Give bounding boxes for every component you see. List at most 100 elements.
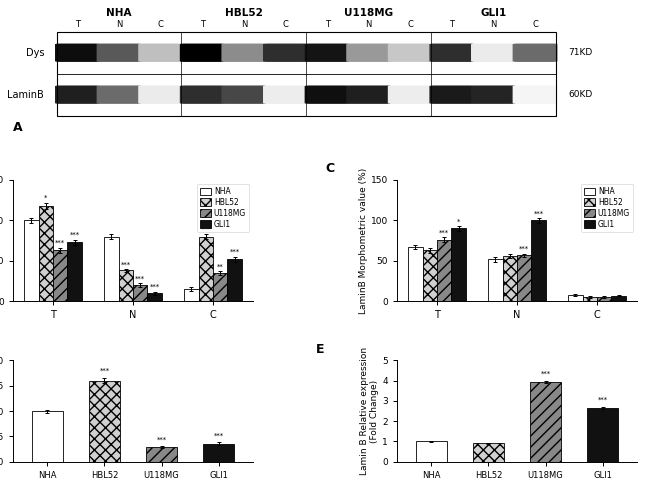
Text: ***: *** [55, 240, 65, 246]
FancyBboxPatch shape [55, 85, 100, 104]
Text: T: T [75, 20, 80, 29]
Text: **: ** [217, 264, 224, 270]
Bar [587, 408, 618, 462]
FancyBboxPatch shape [55, 44, 100, 62]
Text: C: C [283, 20, 289, 29]
Y-axis label: Lamin B Relative expression
(Fold Change): Lamin B Relative expression (Fold Change… [360, 347, 380, 475]
Text: 60KD: 60KD [568, 90, 593, 99]
Text: N: N [490, 20, 497, 29]
Text: ***: *** [150, 284, 160, 290]
Text: ***: *** [157, 436, 166, 442]
Bar [146, 447, 177, 462]
Text: E: E [315, 343, 324, 356]
Text: ***: *** [214, 432, 224, 438]
Text: N: N [365, 20, 372, 29]
Bar [203, 444, 235, 462]
Legend: NHA, HBL52, U118MG, GLI1: NHA, HBL52, U118MG, GLI1 [197, 184, 249, 232]
Bar [104, 237, 118, 301]
Text: ***: *** [99, 368, 109, 374]
Text: ***: *** [135, 276, 145, 282]
FancyBboxPatch shape [346, 85, 391, 104]
Text: N: N [240, 20, 247, 29]
FancyBboxPatch shape [222, 85, 266, 104]
Text: C: C [532, 20, 538, 29]
Text: C: C [408, 20, 413, 29]
Bar [451, 228, 466, 301]
Bar [32, 411, 63, 462]
FancyBboxPatch shape [305, 44, 350, 62]
Bar [530, 382, 562, 462]
Bar [568, 295, 582, 301]
FancyBboxPatch shape [346, 44, 391, 62]
Bar [597, 297, 612, 301]
Bar [437, 240, 451, 301]
Bar [118, 271, 133, 301]
Bar [517, 255, 532, 301]
Bar [38, 206, 53, 301]
FancyBboxPatch shape [180, 85, 225, 104]
FancyBboxPatch shape [138, 44, 183, 62]
FancyBboxPatch shape [471, 44, 516, 62]
Text: 71KD: 71KD [568, 48, 593, 57]
Text: U118MG: U118MG [344, 8, 393, 18]
Text: ***: *** [201, 226, 211, 233]
FancyBboxPatch shape [263, 44, 308, 62]
Text: C: C [325, 162, 334, 175]
Bar [213, 273, 228, 301]
Bar [148, 293, 162, 301]
FancyBboxPatch shape [471, 85, 516, 104]
Y-axis label: LaminB Morphometric value (%): LaminB Morphometric value (%) [359, 167, 368, 314]
Bar [68, 242, 82, 301]
Text: ***: *** [229, 249, 240, 255]
Text: T: T [324, 20, 330, 29]
FancyBboxPatch shape [180, 44, 225, 62]
FancyBboxPatch shape [263, 85, 308, 104]
Legend: NHA, HBL52, U118MG, GLI1: NHA, HBL52, U118MG, GLI1 [581, 184, 633, 232]
FancyBboxPatch shape [305, 85, 350, 104]
Text: Dys: Dys [26, 48, 44, 58]
Text: ***: *** [439, 230, 449, 236]
FancyBboxPatch shape [388, 85, 433, 104]
FancyBboxPatch shape [138, 85, 183, 104]
Bar [199, 237, 213, 301]
Bar [582, 297, 597, 301]
Text: ***: *** [541, 371, 551, 377]
Bar [227, 259, 242, 301]
Bar [422, 250, 437, 301]
Text: ***: *** [519, 246, 529, 252]
Text: C: C [158, 20, 164, 29]
Bar [415, 441, 447, 462]
Text: *: * [44, 195, 47, 201]
FancyBboxPatch shape [513, 44, 558, 62]
FancyBboxPatch shape [388, 44, 433, 62]
Text: ***: *** [70, 232, 80, 238]
FancyBboxPatch shape [430, 85, 474, 104]
FancyBboxPatch shape [97, 44, 142, 62]
Bar [24, 220, 38, 301]
Bar [408, 247, 422, 301]
Bar [184, 289, 199, 301]
Text: N: N [116, 20, 122, 29]
Text: NHA: NHA [107, 8, 132, 18]
Text: ***: *** [597, 397, 608, 403]
Bar [57, 32, 556, 116]
Text: ***: *** [534, 210, 543, 217]
Text: T: T [449, 20, 454, 29]
Bar [502, 256, 517, 301]
Bar [53, 250, 68, 301]
Bar [532, 220, 546, 301]
Text: LaminB: LaminB [7, 90, 44, 100]
FancyBboxPatch shape [513, 85, 558, 104]
FancyBboxPatch shape [97, 85, 142, 104]
Text: GLI1: GLI1 [480, 8, 506, 18]
Bar [473, 443, 504, 462]
Bar [88, 381, 120, 462]
Text: ***: *** [121, 261, 131, 267]
Text: HBL52: HBL52 [225, 8, 263, 18]
Bar [612, 296, 626, 301]
Bar [133, 285, 148, 301]
FancyBboxPatch shape [430, 44, 474, 62]
Text: A: A [13, 121, 23, 134]
Text: T: T [200, 20, 205, 29]
Text: *: * [457, 218, 460, 224]
